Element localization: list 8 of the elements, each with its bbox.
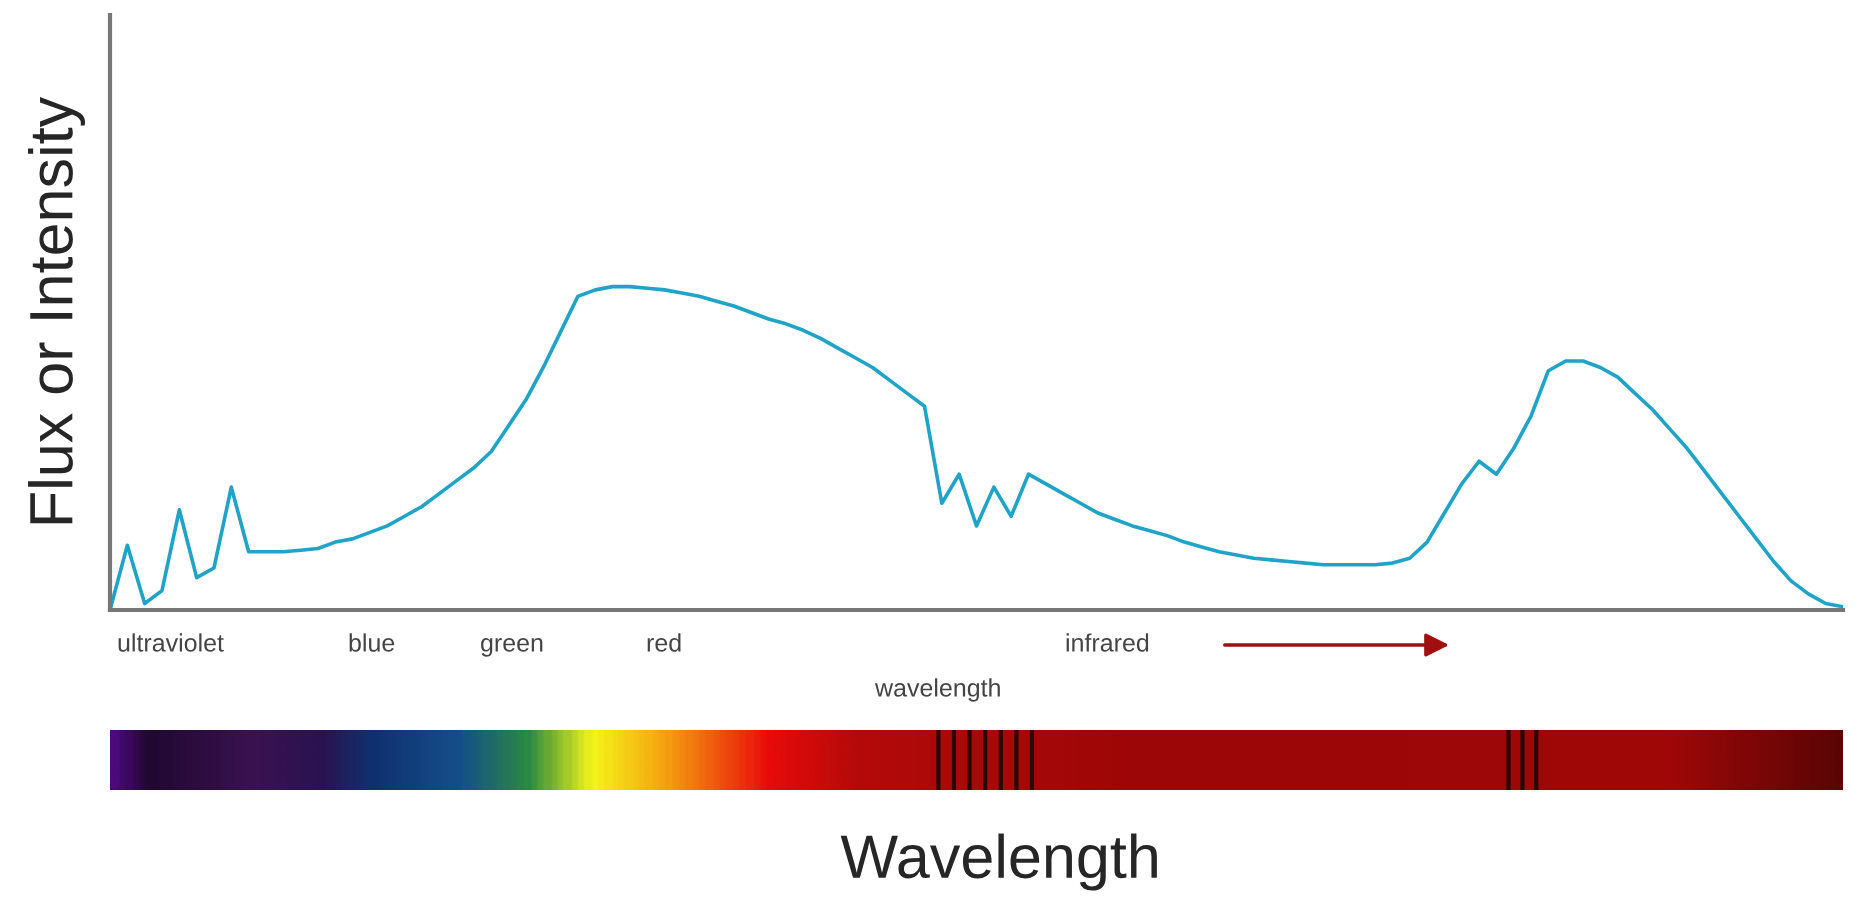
text: green: [481, 638, 543, 657]
text: infrared: [1066, 633, 1149, 652]
x-axis-title: Wavelength: [840, 833, 1157, 891]
text: red: [647, 633, 681, 652]
text: ultraviolet: [118, 633, 224, 652]
text: wavelength: [874, 678, 1000, 702]
y-axis-title: Flux or Intensity: [28, 96, 85, 524]
text: blue: [349, 633, 395, 652]
